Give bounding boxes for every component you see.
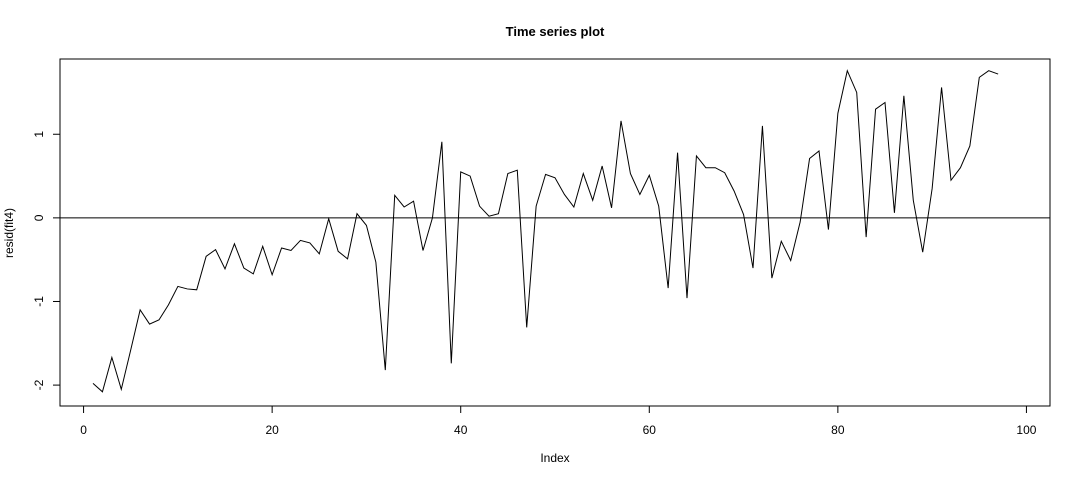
y-tick-label: -1	[32, 296, 46, 307]
x-axis-label: Index	[540, 451, 569, 465]
x-tick-label: 100	[1016, 423, 1036, 437]
y-tick-label: -2	[32, 379, 46, 390]
chart-title: Time series plot	[506, 24, 605, 39]
y-axis: -2 -1 0 1	[32, 131, 61, 390]
x-tick-label: 40	[454, 423, 468, 437]
y-tick-label: 1	[32, 131, 46, 138]
plot-frame	[59, 58, 1051, 407]
x-tick-label: 0	[80, 423, 87, 437]
y-tick-label: 0	[32, 214, 46, 221]
y-axis-label: resid(fit4)	[2, 208, 16, 258]
x-tick-label: 60	[643, 423, 657, 437]
data-layer	[60, 69, 1050, 393]
x-axis: 0 20 40 60 80 100	[80, 405, 1037, 437]
x-tick-label: 80	[831, 423, 845, 437]
x-tick-label: 20	[265, 423, 279, 437]
series-line-0	[92, 69, 999, 393]
